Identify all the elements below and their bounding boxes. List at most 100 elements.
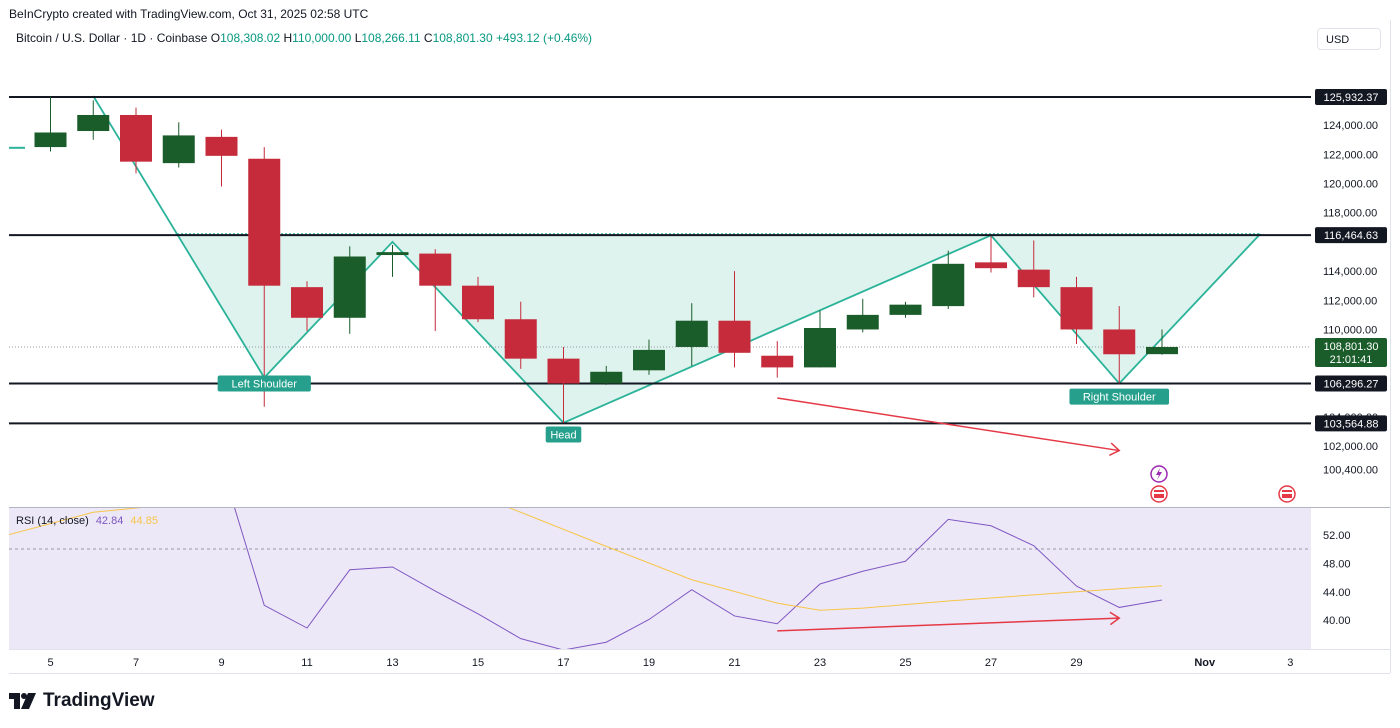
candle-body [504, 319, 537, 359]
time-tick: 13 [386, 657, 398, 669]
close-label: C [423, 31, 433, 45]
candle-body [333, 256, 366, 318]
pattern-label: Left Shoulder [232, 378, 298, 390]
time-tick: 21 [728, 657, 740, 669]
candle-body [34, 132, 67, 148]
current-price-label-bg [1315, 337, 1387, 367]
candle-body [462, 285, 494, 320]
pattern-label-bg [217, 375, 311, 392]
candle-body [590, 371, 623, 384]
candle-body [1060, 287, 1093, 330]
time-tick: 3 [1287, 657, 1293, 669]
rsi-legend[interactable]: RSI (14, close) 42.84 44.85 [16, 515, 158, 527]
level-label: 125,932.37 [1323, 92, 1378, 104]
tradingview-logo-text: TradingView [43, 690, 155, 711]
candle-body [248, 158, 281, 286]
time-tick: 11 [301, 657, 312, 669]
open-label: O [210, 31, 221, 45]
level-label-bg [1315, 89, 1387, 105]
price-tick: 100,400.00 [1323, 465, 1378, 477]
candle-body [1103, 329, 1136, 355]
candle-body [1146, 346, 1178, 355]
attribution-text: BeInCrypto created with TradingView.com,… [9, 7, 369, 21]
pattern-label-bg [1069, 388, 1170, 405]
candle-body [804, 328, 836, 368]
candle-body [291, 287, 323, 318]
symbol-name: Bitcoin / U.S. Dollar · 1D · Coinbase [16, 31, 208, 45]
level-label-bg [1315, 375, 1387, 392]
price-tick: 120,000.00 [1323, 179, 1378, 191]
close-value: 108,801.30 [432, 31, 493, 45]
candle-body [162, 135, 195, 164]
rsi-line [234, 508, 1163, 649]
rsi-ma-line [9, 508, 1163, 611]
tradingview-logo-icon [9, 693, 36, 709]
rsi-divergence-arrow-head [1109, 611, 1121, 626]
candle-body [120, 114, 152, 162]
time-tick: 19 [643, 657, 655, 669]
lightning-bolt-icon [1156, 468, 1162, 480]
candle-body [761, 355, 794, 368]
price-tick: 114,000.00 [1323, 266, 1377, 278]
time-tick: 23 [814, 657, 826, 669]
price-divergence-arrow [777, 397, 1120, 452]
price-tick: 112,000.00 [1323, 295, 1377, 307]
low-label: L [354, 31, 362, 45]
open-value: 108,308.02 [220, 31, 281, 45]
rsi-tick: 44.00 [1323, 587, 1351, 599]
rsi-tick: 40.00 [1323, 615, 1351, 627]
high-value: 110,000.00 [292, 31, 352, 45]
current-price-label: 108,801.30 [1323, 341, 1378, 353]
rsi-lines [9, 508, 1163, 649]
time-tick: 25 [899, 657, 911, 669]
rsi-tick: 52.00 [1323, 530, 1351, 542]
level-label: 103,564.88 [1323, 418, 1378, 430]
time-tick: Nov [1194, 657, 1216, 669]
candle-body [1017, 269, 1050, 288]
candle-body [675, 320, 708, 347]
rsi-title: RSI (14, close) [16, 515, 89, 527]
candle-body [376, 252, 409, 256]
price-tick: 118,000.00 [1323, 208, 1377, 220]
candle-body [547, 358, 580, 384]
candle-body [975, 262, 1007, 269]
candle-body [846, 314, 879, 330]
time-tick: 15 [472, 657, 484, 669]
symbol-legend[interactable]: Bitcoin / U.S. Dollar · 1D · Coinbase O1… [16, 31, 592, 45]
candle-body [77, 114, 110, 132]
candle-body [889, 304, 922, 315]
price-tick: 122,000.00 [1323, 149, 1378, 161]
price-tick: 110,000.00 [1323, 324, 1377, 336]
candle-body [419, 253, 452, 286]
candle-body [932, 263, 965, 307]
tradingview-logo[interactable]: TradingView [9, 690, 155, 712]
us-flag-stripe-icon [1154, 492, 1164, 494]
change-value: +493.12 (+0.46%) [495, 31, 593, 45]
level-label: 116,464.63 [1324, 230, 1378, 242]
pattern-label-bg [545, 426, 582, 443]
rsi-ma-value: 44.85 [130, 515, 158, 527]
level-label: 106,296.27 [1323, 379, 1378, 391]
rsi-pane-background [9, 508, 1311, 649]
event-icons[interactable] [1150, 465, 1296, 503]
time-tick: 17 [557, 657, 569, 669]
level-label-bg [1315, 415, 1387, 432]
rsi-value: 42.84 [95, 515, 124, 527]
time-tick: 27 [985, 657, 997, 669]
currency-button[interactable]: USD [1317, 28, 1381, 50]
price-divergence-arrow-head [1109, 442, 1121, 456]
candle-body [633, 349, 665, 371]
price-tick: 102,000.00 [1323, 441, 1378, 453]
countdown-label: 21:01:41 [1330, 354, 1373, 366]
time-tick: 29 [1070, 657, 1082, 669]
level-label-bg [1315, 227, 1387, 244]
low-value: 108,266.11 [361, 31, 421, 45]
high-label: H [283, 31, 293, 45]
rsi-tick: 48.00 [1323, 558, 1351, 570]
pattern-label: Right Shoulder [1083, 392, 1156, 404]
time-tick: 5 [47, 657, 53, 669]
candle-body [205, 136, 238, 156]
time-tick: 7 [133, 657, 139, 669]
candle-body [718, 320, 751, 353]
